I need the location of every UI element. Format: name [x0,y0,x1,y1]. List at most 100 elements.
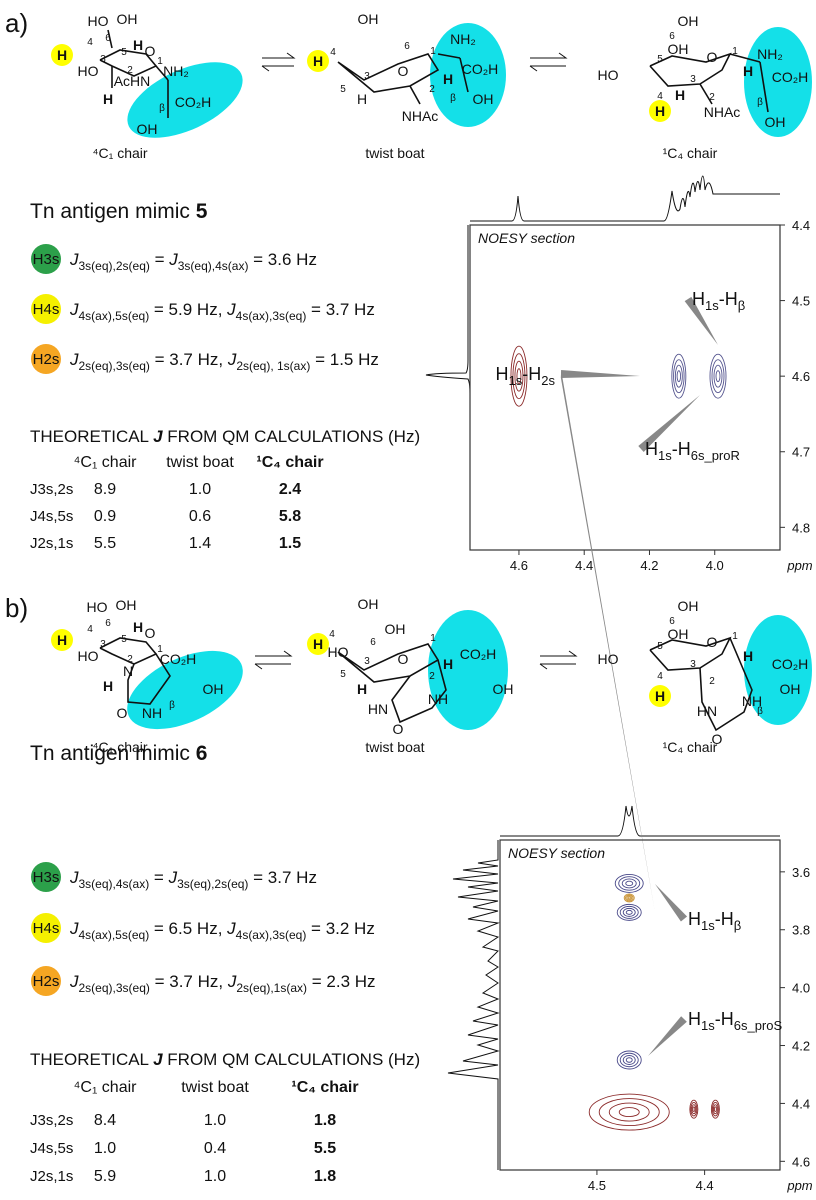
contour [589,1094,669,1130]
atom-label: H [357,91,367,107]
atom-label: OH [385,621,406,637]
text-part: H [33,351,44,368]
text-part: 3s,2s [38,481,74,498]
structure-caption: twist boat [365,739,424,755]
atom-label: OH [203,681,224,697]
text-part: J [30,1140,38,1157]
atom-label: HO [328,644,349,660]
subscript: 2s(eq),1s(ax) [236,981,307,995]
compound-title: Tn antigen mimic 5 [30,200,208,223]
atom-label: H [357,681,367,697]
atom-label: 5 [657,641,663,652]
text-part: 4 [329,629,335,640]
text-part: 4.0 [792,981,810,996]
column-header: ⁴C₁ chair [74,1079,138,1096]
text-part: 4.4 [575,558,593,573]
table-cell: 1.0 [94,1140,116,1157]
row-label: J2s,1s [30,1168,73,1185]
text-part: H [645,439,658,459]
subscript: 6s_proS [734,1018,783,1033]
text-part: H [743,648,753,664]
text-part: 4.6 [792,1154,810,1169]
text-part: = 5.9 Hz, [149,300,227,319]
x-tick-label: 4.4 [575,558,593,573]
atom-label: AcHN [114,73,151,89]
row-label: J3s,2s [30,481,73,498]
y-tick-label: 4.6 [792,369,810,384]
text-part: 4 [87,37,93,48]
noesy-title: NOESY section [478,230,575,246]
atom-label: 5 [121,634,127,645]
text-part: 4s,5s [38,1140,74,1157]
peak-annotation: H1s-Hβ [692,289,745,313]
atom-label: OH [780,681,801,697]
text-part: H [675,87,685,103]
text-part: O [117,705,128,721]
atom-label: OH [358,596,379,612]
text-part: HO [598,651,619,667]
text-part: 5 [196,200,208,223]
table-cell: 8.4 [94,1112,116,1129]
text-part: 4.4 [792,1096,810,1111]
text-part: J [227,972,237,991]
text-part: J [69,250,79,269]
text-part: ppm [786,558,812,573]
column-header: twist boat [166,454,234,471]
x-tick-label: 4.2 [640,558,658,573]
atom-label: O [398,63,409,79]
text-part: O [145,625,156,641]
cross-peak [711,1100,719,1118]
structure-caption: ¹C₄ chair [663,145,718,161]
text-part: 3 [100,54,106,65]
bond [410,86,420,104]
text-part: O [398,63,409,79]
text-part: O [707,49,718,65]
y-tick-label: 4.0 [792,981,810,996]
atom-label: NH₂ [757,46,783,62]
text-part: 3s,2s [38,1112,74,1129]
atom-label: 2 [429,84,435,95]
column-header: ¹C₄ chair [256,454,323,471]
text-part: H [725,289,738,309]
text-part: H [357,91,367,107]
atom-label: O [117,705,128,721]
panel-tag: b) [5,593,28,623]
text-part: 3.8 [792,923,810,938]
text-part: 5 [657,641,663,652]
subscript: 3s(eq),2s(eq) [79,259,150,273]
text-part: 5.8 [279,508,301,525]
atom-label: CO₂H [462,61,499,77]
text-part: 4.2 [792,1039,810,1054]
wedge-pointer [648,1016,687,1056]
text-part: 6 [370,637,376,648]
text-part: HN [697,703,717,719]
text-part: O [145,43,156,59]
text-part: NOESY section [478,230,575,246]
table-cell: 5.9 [94,1168,116,1185]
table-cell: 0.4 [204,1140,226,1157]
text-part: β [169,700,175,711]
cross-peak [615,874,643,892]
text-part: OH [765,114,786,130]
subscript: 2s(eq),3s(eq) [79,359,150,373]
text-part: FROM QM CALCULATIONS (Hz) [163,427,421,446]
text-part: 3 [364,71,370,82]
contour [714,365,722,387]
text-part: 2s,1s [38,1168,74,1185]
text-part: = 3.7 Hz, [150,350,228,369]
text-part: 5 [340,669,346,680]
wedge-pointer [561,370,655,912]
text-part: OH [493,681,514,697]
atom-label: H [675,87,685,103]
text-part: = 3.2 Hz [306,919,375,938]
text-part: 4.5 [792,294,810,309]
text-part: 0.4 [204,1140,226,1157]
text-part: 5.5 [94,535,116,552]
text-part: HO [328,644,349,660]
text-part: H [33,869,44,886]
atom-label: OH [137,121,158,137]
text-part: 8.9 [94,481,116,498]
text-part: ¹C₄ chair [291,1079,358,1096]
text-part: H [103,91,113,107]
coupling-equation: J2s(eq),3s(eq) = 3.7 Hz, J2s(eq),1s(ax) … [69,972,376,995]
